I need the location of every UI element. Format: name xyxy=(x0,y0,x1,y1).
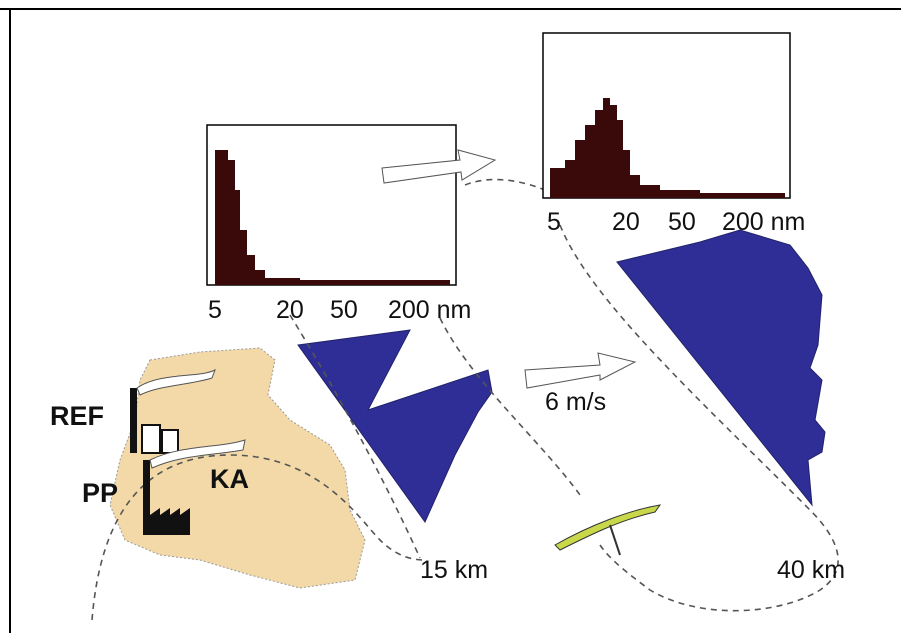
tank xyxy=(161,429,179,454)
smoke xyxy=(149,439,246,469)
distance: 40 km xyxy=(777,556,845,584)
plume-far xyxy=(616,229,826,507)
flight-path xyxy=(559,224,839,612)
chimney xyxy=(130,388,137,453)
projection-line xyxy=(439,317,581,496)
axis-label: 5 xyxy=(547,208,561,236)
axis-label: 50 xyxy=(330,296,358,324)
factory xyxy=(150,508,190,535)
histogram-bars xyxy=(550,98,785,198)
axis-label: 50 xyxy=(668,208,696,236)
axis-label: 200 nm xyxy=(388,296,471,324)
axis-label: 5 xyxy=(208,296,222,324)
tank xyxy=(141,424,161,454)
site-label: REF xyxy=(50,401,104,431)
axis-label: 20 xyxy=(276,296,304,324)
distance: 15 km xyxy=(420,556,488,584)
aircraft xyxy=(554,504,662,551)
arrow xyxy=(381,149,497,184)
chimney xyxy=(143,460,150,535)
aircraft xyxy=(609,524,621,556)
histogram-bars xyxy=(215,150,450,285)
axis-label: 20 xyxy=(612,208,640,236)
smoke xyxy=(136,368,216,396)
arrow xyxy=(524,352,637,389)
axis-label: 200 nm xyxy=(722,208,805,236)
site-label: KA xyxy=(210,464,249,494)
wind-speed: 6 m/s xyxy=(545,388,606,416)
flight-path xyxy=(91,454,426,621)
site-label: PP xyxy=(82,478,118,508)
